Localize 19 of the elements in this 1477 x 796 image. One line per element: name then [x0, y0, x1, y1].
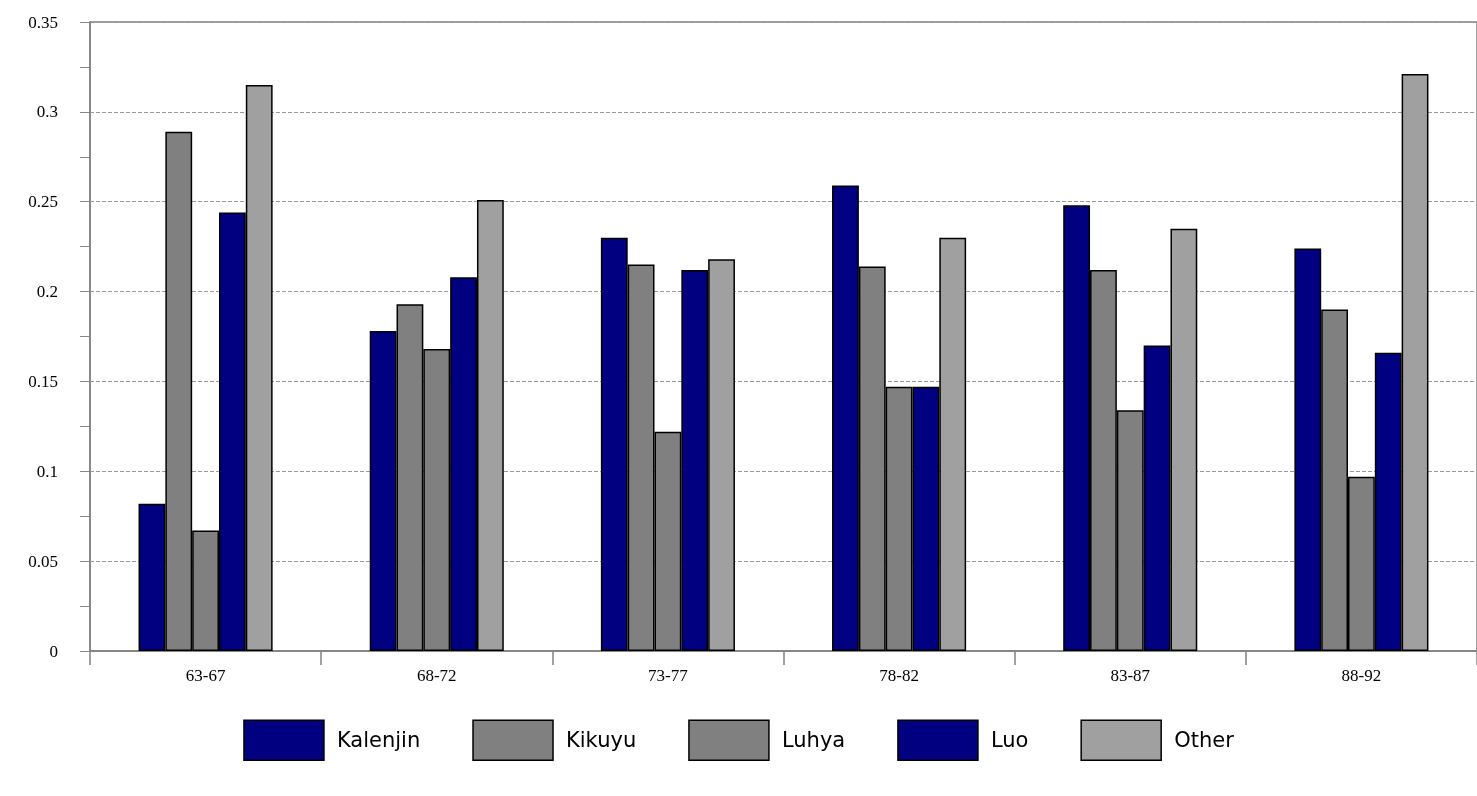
y-tick-label: 0.15 [28, 371, 58, 391]
legend-label: Luhya [781, 728, 846, 753]
legend-label: Kalenjin [336, 728, 421, 753]
x-tick-label: 88-92 [1341, 666, 1382, 685]
legend-label: Kikuyu [566, 728, 637, 753]
y-tick-label: 0.25 [28, 192, 58, 212]
x-tick-label: 63-67 [185, 666, 226, 685]
legend-label: Luo [990, 728, 1029, 753]
y-tick-label: 0.1 [36, 461, 58, 481]
y-tick-label: 0.35 [28, 12, 58, 32]
y-tick-label: 0.3 [36, 102, 58, 122]
legend-label: Other [1174, 728, 1235, 753]
x-tick-label: 78-82 [879, 666, 919, 685]
y-tick-label: 0.2 [36, 282, 58, 302]
x-tick-label: 73-77 [648, 666, 689, 685]
y-tick-label: 0.05 [28, 551, 58, 571]
y-tick-label: 0 [49, 641, 58, 661]
x-tick-label: 83-87 [1110, 666, 1151, 685]
x-tick-label: 68-72 [416, 666, 457, 685]
